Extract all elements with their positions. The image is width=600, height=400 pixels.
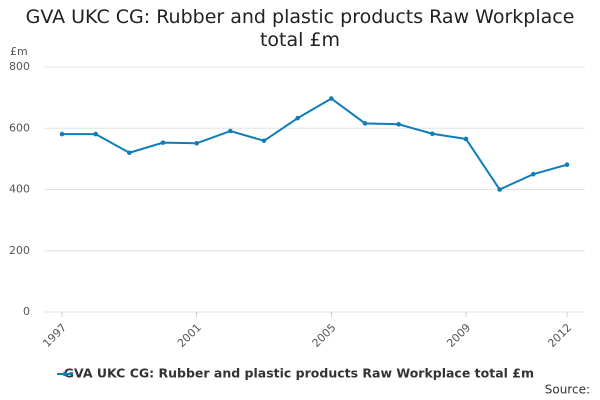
- y-tick-label: 400: [9, 183, 30, 196]
- x-tick-label: 2012: [545, 321, 574, 350]
- point: [362, 121, 368, 126]
- point: [228, 128, 233, 134]
- legend-marker: [62, 371, 68, 377]
- point: [564, 162, 570, 167]
- point: [463, 136, 469, 142]
- point: [430, 131, 435, 137]
- point: [261, 138, 267, 144]
- point: [93, 131, 98, 137]
- point: [329, 96, 334, 101]
- point: [531, 171, 536, 177]
- point: [396, 121, 401, 127]
- point: [160, 140, 166, 145]
- y-tick-label: 200: [9, 244, 30, 257]
- point: [59, 131, 65, 137]
- y-axis-unit: £m: [10, 45, 28, 58]
- point: [295, 115, 300, 121]
- y-tick-label: 600: [9, 121, 30, 134]
- x-tick-label: 1997: [40, 321, 69, 350]
- point: [127, 150, 132, 156]
- chart-title: GVA UKC CG: Rubber and plastic products …: [25, 6, 575, 51]
- x-tick-label: 2009: [444, 321, 473, 350]
- x-tick-label: 2005: [310, 321, 339, 350]
- line: [62, 97, 568, 191]
- point: [497, 187, 502, 192]
- source: Source:: [545, 383, 590, 397]
- legend-label: GVA UKC CG: Rubber and plastic products …: [64, 366, 534, 381]
- x-tick-label: 2001: [175, 321, 204, 350]
- point: [194, 140, 199, 146]
- y-tick-label: 800: [9, 60, 30, 73]
- y-tick-label: 0: [23, 305, 30, 318]
